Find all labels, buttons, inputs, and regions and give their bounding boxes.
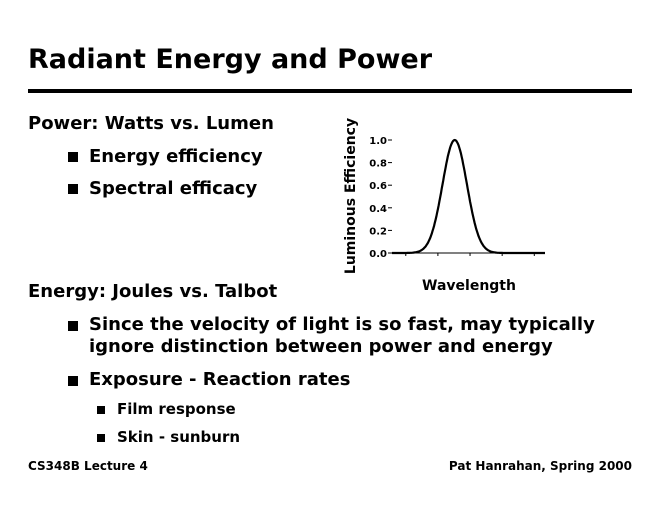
y-tick-label: 0.4 (369, 204, 387, 215)
bullet-square-icon (97, 434, 105, 442)
bullet-energy-efficiency: Energy efficiency (89, 146, 263, 167)
bullet-skin: Skin - sunburn (117, 428, 241, 446)
y-tick-label: 0.6 (369, 181, 387, 192)
bullet-spectral-efficacy: Spectral efficacy (89, 178, 258, 199)
y-tick-label: 0.8 (369, 159, 387, 170)
bullet-energy: Energy: Joules vs. Talbot (28, 281, 278, 302)
y-axis-label: Luminous Efficiency (343, 118, 359, 274)
bullet-square-icon (97, 406, 105, 414)
bullet-square-icon (68, 321, 78, 331)
footer-right: Pat Hanrahan, Spring 2000 (448, 459, 632, 473)
slide-title: Radiant Energy and Power (28, 44, 433, 75)
bullet-square-icon (68, 184, 78, 194)
efficiency-curve (392, 138, 545, 255)
bullet-square-icon (68, 376, 78, 386)
y-tick-label: 0.2 (369, 226, 387, 237)
bullet-velocity-line1: Since the velocity of light is so fast, … (89, 314, 595, 335)
bullet-velocity-line2: ignore distinction between power and ene… (89, 336, 553, 357)
title-rule (28, 89, 632, 93)
footer-left: CS348B Lecture 4 (28, 459, 148, 473)
y-tick-label: 0.0 (369, 249, 387, 260)
bullet-square-icon (68, 152, 78, 162)
x-axis-label: Wavelength (422, 278, 516, 294)
bullet-power: Power: Watts vs. Lumen (28, 113, 274, 134)
y-tick-label: 1.0 (369, 136, 387, 147)
bullet-film: Film response (117, 400, 236, 418)
bullet-exposure: Exposure - Reaction rates (89, 369, 351, 390)
